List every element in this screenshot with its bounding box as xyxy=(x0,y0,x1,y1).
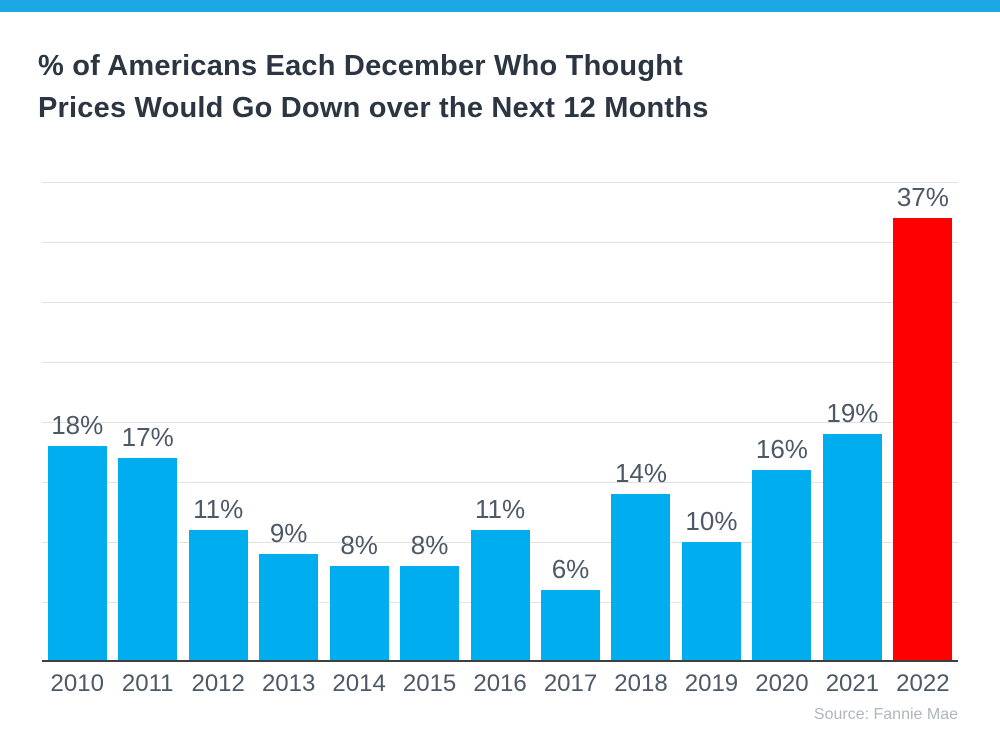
bar-column-2021: 19% xyxy=(817,182,887,662)
top-accent-bar xyxy=(0,0,1000,12)
bar-2016 xyxy=(470,530,530,662)
bar-value-label-2011: 17% xyxy=(121,422,174,452)
x-tick-2014: 2014 xyxy=(332,670,386,697)
bars-row: 18% 17% 11% 9% 8% 8% 11% 6% 14% 10% 16% 19% 37% xyxy=(42,182,958,662)
bar-2014 xyxy=(329,566,389,662)
bar-column-2016: 11% xyxy=(465,182,535,662)
x-tick-2022: 2022 xyxy=(896,670,950,697)
bar-2010 xyxy=(47,446,107,662)
gridline-15 xyxy=(42,482,958,483)
plot-area: 18% 17% 11% 9% 8% 8% 11% 6% 14% 10% 16% 19% 37% xyxy=(42,182,958,662)
bar-column-2022: 37% xyxy=(888,182,958,662)
bar-2018 xyxy=(611,494,671,662)
bar-column-2019: 10% xyxy=(676,182,746,662)
bar-2017 xyxy=(541,590,601,662)
chart-title-line-2: Prices Would Go Down over the Next 12 Mo… xyxy=(38,92,709,124)
bar-value-label-2021: 19% xyxy=(826,398,879,428)
bar-column-2020: 16% xyxy=(747,182,817,662)
bar-2019 xyxy=(681,542,741,662)
gridline-25 xyxy=(42,362,958,363)
x-tick-2021: 2021 xyxy=(825,670,880,697)
bar-value-label-2016: 11% xyxy=(474,494,526,524)
x-tick-2016: 2016 xyxy=(473,670,527,697)
bar-2020 xyxy=(752,470,812,662)
gridline-20 xyxy=(42,422,958,423)
x-tick-2019: 2019 xyxy=(684,670,739,697)
gridline-30 xyxy=(42,302,958,303)
x-tick-2020: 2020 xyxy=(755,670,809,697)
x-tick-2017: 2017 xyxy=(543,670,598,697)
bar-value-label-2013: 9% xyxy=(269,518,308,548)
bar-column-2010: 18% xyxy=(42,182,112,662)
bar-2015 xyxy=(400,566,460,662)
bar-2011 xyxy=(118,458,178,662)
bar-column-2015: 8% xyxy=(394,182,464,662)
bar-column-2018: 14% xyxy=(606,182,676,662)
bar-column-2017: 6% xyxy=(535,182,605,662)
gridline-40 xyxy=(42,182,958,183)
bar-2012 xyxy=(188,530,248,662)
bar-value-label-2017: 6% xyxy=(551,554,590,584)
bar-column-2013: 9% xyxy=(253,182,323,662)
bar-value-label-2010: 18% xyxy=(51,410,104,440)
x-tick-2012: 2012 xyxy=(191,670,245,697)
bar-column-2012: 11% xyxy=(183,182,253,662)
x-tick-2018: 2018 xyxy=(614,670,668,697)
x-axis-ticks: 2010 2011 2012 2013 2014 2015 2016 2017 2018 2019… xyxy=(42,670,958,698)
chart-title-line-1: % of Americans Each December Who Thought xyxy=(38,50,684,82)
bar-value-label-2014: 8% xyxy=(340,530,378,560)
bar-2013 xyxy=(259,554,319,662)
bar-value-label-2022: 37% xyxy=(896,182,949,212)
x-tick-2013: 2013 xyxy=(261,670,316,697)
gridline-35 xyxy=(42,242,958,243)
chart-title: % of Americans Each December Who Thought… xyxy=(38,45,978,129)
x-axis-line xyxy=(42,660,958,662)
x-tick-2015: 2015 xyxy=(402,670,457,697)
bar-value-label-2018: 14% xyxy=(614,458,667,488)
bar-value-label-2012: 11% xyxy=(193,494,244,524)
x-tick-2010: 2010 xyxy=(50,670,104,697)
bar-column-2014: 8% xyxy=(324,182,394,662)
source-note: Source: Fannie Mae xyxy=(813,706,958,723)
x-tick-2011: 2011 xyxy=(121,670,174,697)
bar-2022 xyxy=(893,218,953,662)
bar-2021 xyxy=(822,434,882,662)
bar-value-label-2020: 16% xyxy=(755,434,808,464)
bar-value-label-2015: 8% xyxy=(410,530,449,560)
bar-column-2011: 17% xyxy=(112,182,182,662)
bar-value-label-2019: 10% xyxy=(685,506,738,536)
